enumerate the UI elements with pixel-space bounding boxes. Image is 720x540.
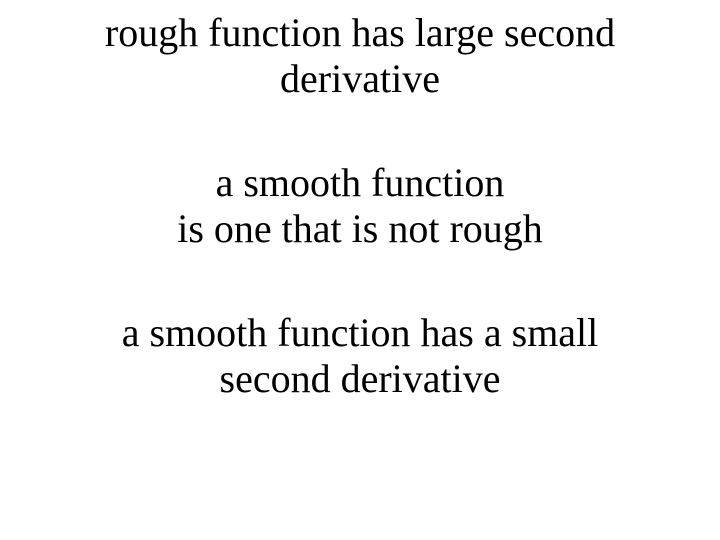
text-line: a smooth function: [216, 160, 505, 205]
text-line: a smooth function has a small: [122, 310, 599, 355]
paragraph-smooth-derivative: a smooth function has a small second der…: [122, 310, 599, 402]
text-line: second derivative: [220, 356, 501, 401]
text-line: rough function has large second: [105, 10, 615, 55]
text-line: is one that is not rough: [177, 206, 543, 251]
text-line: derivative: [280, 56, 440, 101]
paragraph-rough-function: rough function has large second derivati…: [105, 10, 615, 102]
paragraph-smooth-definition: a smooth function is one that is not rou…: [177, 160, 543, 252]
